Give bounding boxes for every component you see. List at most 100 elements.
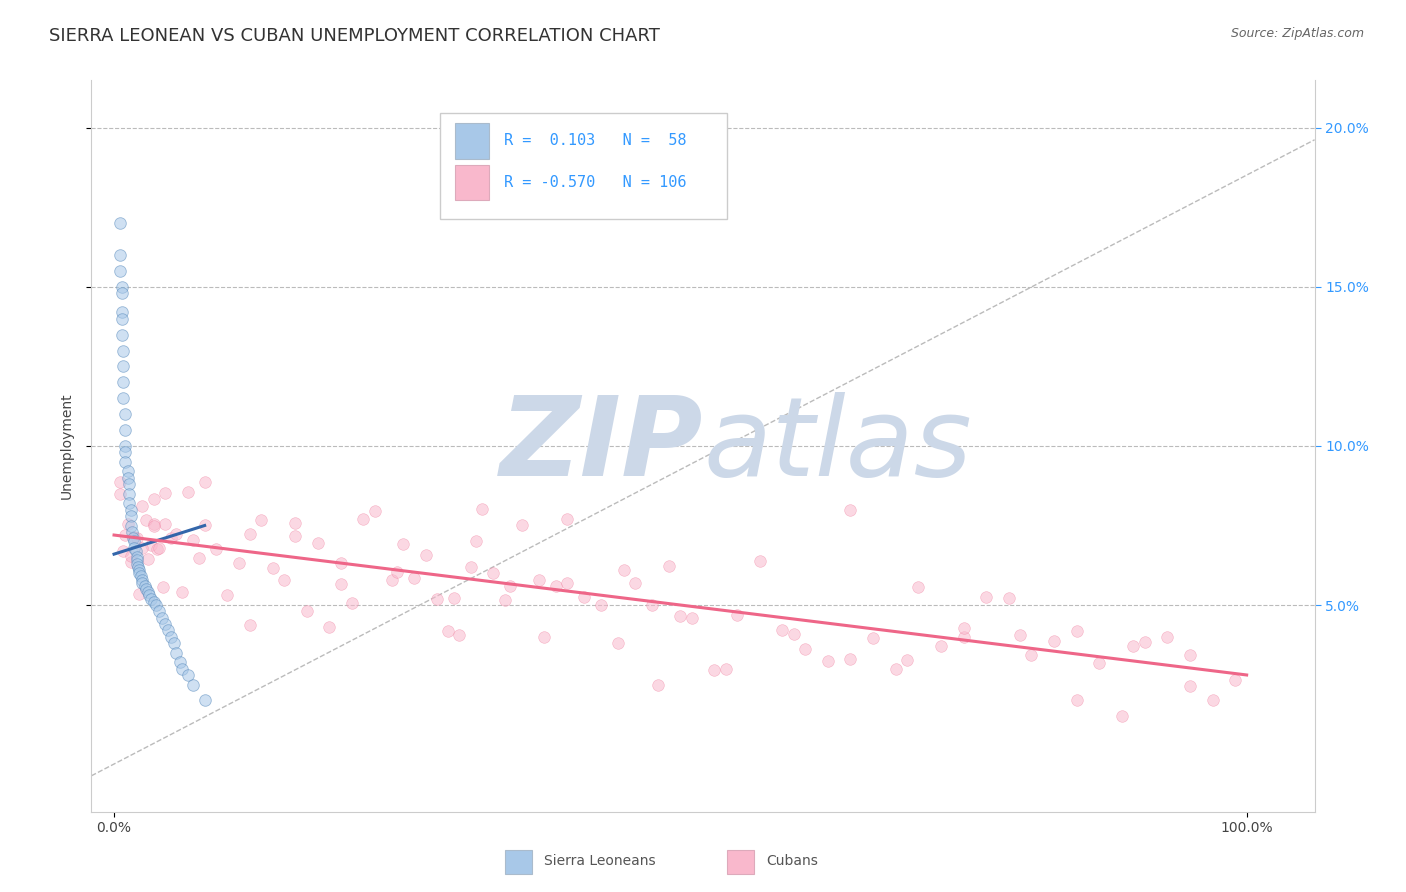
Point [159,630,181,644]
Point [124,541,146,555]
Point [183,533,205,547]
Point [120,518,142,533]
Point [555,576,578,591]
Point [284,529,307,543]
Point [527,573,550,587]
Point [128,587,150,601]
Point [111,286,134,301]
Point [114,445,136,459]
Point [163,636,186,650]
Point [114,407,136,421]
Point [165,527,187,541]
Point [117,516,139,531]
Point [443,591,465,606]
Point [449,628,471,642]
Point [188,550,211,565]
Point [907,580,929,594]
Point [138,589,160,603]
Point [176,484,198,499]
Point [380,573,402,587]
Text: R =  0.103   N =  58: R = 0.103 N = 58 [503,134,686,148]
Point [1156,630,1178,644]
FancyBboxPatch shape [454,123,489,159]
Point [404,571,426,585]
Point [217,588,239,602]
Point [415,549,437,563]
Point [482,566,505,581]
Point [111,280,134,294]
Point [465,534,488,549]
Point [131,499,153,513]
Point [1225,673,1247,687]
Point [494,593,516,607]
Y-axis label: Unemployment: Unemployment [59,392,73,500]
Point [134,579,156,593]
Point [929,639,952,653]
Point [460,560,482,574]
Point [284,516,307,531]
Point [318,620,340,634]
Point [146,541,169,556]
Point [607,636,630,650]
Point [129,569,152,583]
Point [142,516,165,531]
Point [112,343,135,358]
Point [108,216,131,230]
Point [142,491,165,506]
Point [114,423,136,437]
Point [114,439,136,453]
Point [125,553,148,567]
Point [131,573,153,587]
Point [703,663,725,677]
Point [121,524,143,539]
Point [128,566,150,581]
Point [183,677,205,691]
Point [131,575,153,590]
Point [839,652,862,666]
Point [118,477,141,491]
Point [437,624,460,638]
Point [148,604,170,618]
Point [142,595,165,609]
Text: Sierra Leoneans: Sierra Leoneans [544,855,655,869]
Point [669,608,692,623]
Point [145,598,167,612]
Text: Source: ZipAtlas.com: Source: ZipAtlas.com [1230,27,1364,40]
Point [952,630,974,644]
Point [118,486,141,500]
Point [352,512,374,526]
Point [974,590,997,604]
Point [125,531,148,545]
Point [499,579,522,593]
Point [471,502,494,516]
Point [307,536,329,550]
Point [124,534,146,549]
Point [135,513,157,527]
Point [135,582,157,596]
Point [1178,679,1201,693]
Point [363,504,385,518]
Point [1066,693,1088,707]
Point [159,531,181,545]
Point [1066,624,1088,638]
FancyBboxPatch shape [454,165,489,200]
Point [681,611,703,625]
Point [714,662,737,676]
Point [120,555,142,569]
Point [150,611,173,625]
Point [124,544,146,558]
Point [153,516,176,531]
Point [136,585,159,599]
FancyBboxPatch shape [505,850,531,874]
Point [136,552,159,566]
Point [329,577,352,591]
Point [114,455,136,469]
Point [862,632,884,646]
Point [170,585,193,599]
Point [141,591,163,606]
Point [205,542,228,557]
Text: R = -0.570   N = 106: R = -0.570 N = 106 [503,175,686,190]
Point [1010,627,1032,641]
Point [1111,709,1133,723]
Point [124,531,146,545]
